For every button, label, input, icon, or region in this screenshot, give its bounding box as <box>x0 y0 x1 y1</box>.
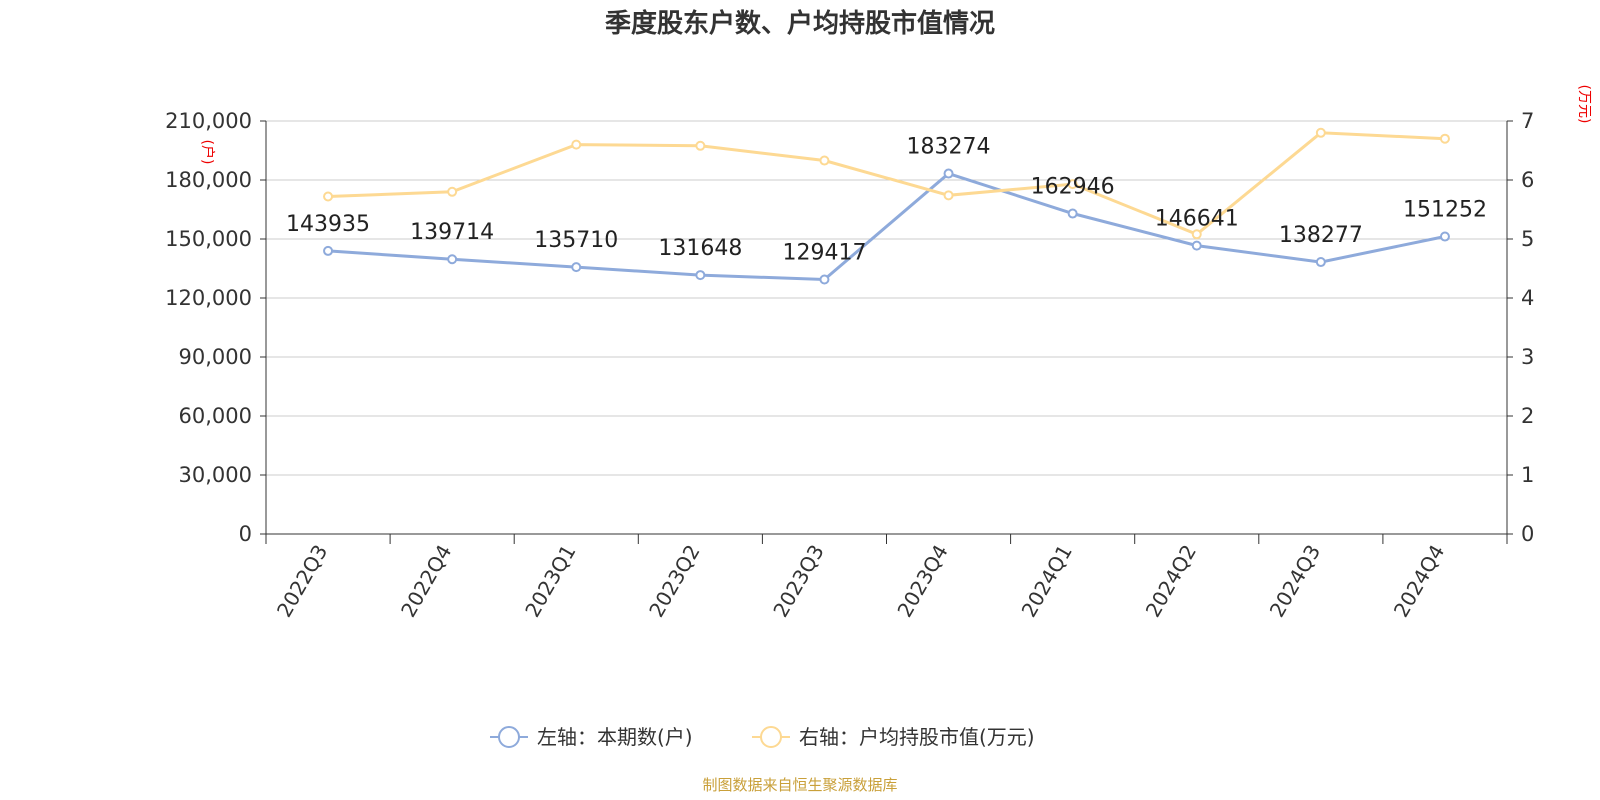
households-data-label: 131648 <box>658 236 742 261</box>
right-axis-tick-label: 3 <box>1521 345 1534 369</box>
households-point[interactable] <box>1191 240 1202 251</box>
avg-value-point[interactable] <box>943 190 954 201</box>
households-point[interactable] <box>447 254 458 265</box>
households-data-label: 135710 <box>534 228 618 253</box>
legend-avg-value-marker-icon <box>760 726 782 748</box>
avg-value-point[interactable] <box>1067 179 1078 190</box>
households-point[interactable] <box>819 274 830 285</box>
legend[interactable]: 左轴：本期数(户) 右轴：户均持股市值(万元) <box>490 725 1035 749</box>
avg-value-point[interactable] <box>323 191 334 202</box>
left-axis-tick-label: 210,000 <box>165 109 252 133</box>
households-line <box>327 171 1446 282</box>
chart-title: 季度股东户数、户均持股市值情况 <box>605 8 995 39</box>
avg-value-point[interactable] <box>695 140 706 151</box>
left-axis-tick-label: 180,000 <box>165 168 252 192</box>
households-data-label: 139714 <box>410 220 494 245</box>
x-axis-tick-label: 2023Q1 <box>520 541 580 622</box>
right-axis-tick-label: 6 <box>1521 168 1534 192</box>
households-data-label: 138277 <box>1279 223 1363 248</box>
avg-value-point[interactable] <box>571 139 582 150</box>
series-points <box>323 127 1450 285</box>
households-point[interactable] <box>1439 231 1450 242</box>
right-axis-tick-label: 7 <box>1521 109 1534 133</box>
right-axis-unit: (万元) <box>1576 85 1592 124</box>
households-point[interactable] <box>943 168 954 179</box>
right-axis-tick-label: 2 <box>1521 404 1534 428</box>
legend-item-households[interactable]: 左轴：本期数(户) <box>490 725 693 749</box>
avg-value-line <box>328 131 1446 237</box>
right-axis-tick-label: 5 <box>1521 227 1534 251</box>
x-axis-tick-label: 2022Q3 <box>272 541 332 622</box>
households-data-label: 146641 <box>1155 207 1239 232</box>
x-axis-tick-label: 2024Q1 <box>1017 541 1077 622</box>
avg-value-point[interactable] <box>1315 127 1326 138</box>
left-axis-tick-label: 30,000 <box>179 463 252 487</box>
households-data-label: 143935 <box>286 212 370 237</box>
left-axis-unit: (户) <box>199 140 216 165</box>
left-axis-tick-label: 90,000 <box>179 345 252 369</box>
x-axis-tick-label: 2024Q3 <box>1265 541 1325 622</box>
left-axis-tick-label: 150,000 <box>165 227 252 251</box>
households-data-label: 129417 <box>782 240 866 265</box>
households-data-label: 183274 <box>907 135 991 160</box>
left-axis-tick-label: 120,000 <box>165 286 252 310</box>
gridlines <box>266 120 1507 476</box>
data-labels: 143935 139714 135710 131648 129417 183274 1629… <box>286 135 1487 266</box>
avg-value-point[interactable] <box>819 155 830 166</box>
households-point[interactable] <box>323 245 334 256</box>
x-axis-tick-label: 2024Q4 <box>1389 541 1449 622</box>
households-data-label: 151252 <box>1403 198 1487 223</box>
x-axis-tick-label: 2023Q2 <box>644 541 704 622</box>
left-axis-tick-label: 0 <box>239 522 252 546</box>
right-axis-tick-label: 4 <box>1521 286 1534 310</box>
legend-item-avg-value[interactable]: 右轴：户均持股市值(万元) <box>752 725 1035 749</box>
series-lines <box>327 131 1446 282</box>
legend-households-marker-icon <box>498 726 520 748</box>
x-axis-tick-label: 2024Q2 <box>1141 541 1201 622</box>
households-data-label: 162946 <box>1031 175 1115 200</box>
legend-households-label: 左轴：本期数(户) <box>537 725 693 749</box>
avg-value-point[interactable] <box>1439 133 1450 144</box>
x-axis-tick-label: 2023Q4 <box>892 541 952 622</box>
households-point[interactable] <box>1315 257 1326 268</box>
households-point[interactable] <box>1067 208 1078 219</box>
households-point[interactable] <box>695 270 706 281</box>
legend-avg-value-label: 右轴：户均持股市值(万元) <box>799 725 1035 749</box>
left-axis-tick-label: 60,000 <box>179 404 252 428</box>
x-axis-tick-label: 2022Q4 <box>396 541 456 622</box>
avg-value-point[interactable] <box>1191 229 1202 240</box>
x-axis-tick-label: 2023Q3 <box>768 541 828 622</box>
axes: 0 30,000 60,000 90,000 120,000 150,000 180,000… <box>165 109 1534 621</box>
right-axis-tick-label: 0 <box>1521 522 1534 546</box>
right-axis-tick-label: 1 <box>1521 463 1534 487</box>
avg-value-point[interactable] <box>447 186 458 197</box>
source-note: 制图数据来自恒生聚源数据库 <box>702 776 897 794</box>
households-point[interactable] <box>571 262 582 273</box>
